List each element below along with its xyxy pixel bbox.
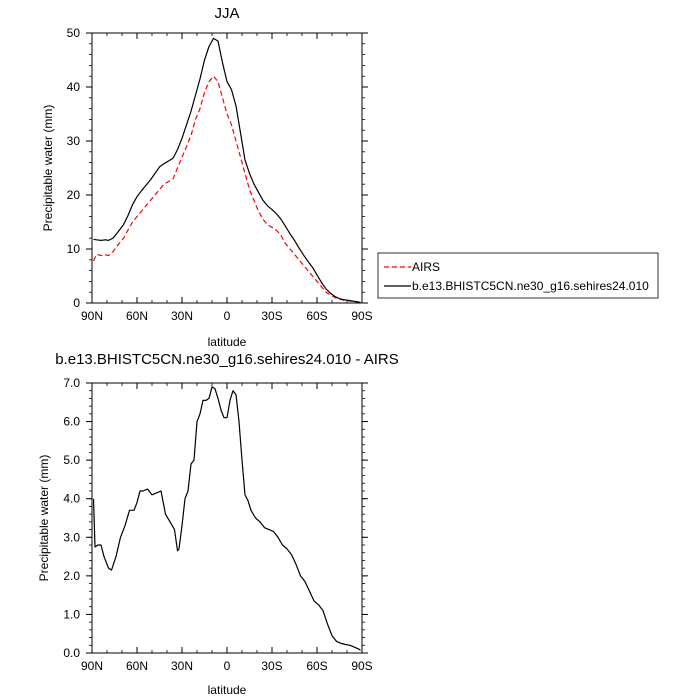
bottom-y-tick-label: 2.0 (63, 569, 80, 583)
bottom-y-tick-label: 3.0 (63, 530, 80, 544)
bottom-series-line-0 (92, 386, 361, 651)
bottom-x-tick-label: 60S (306, 659, 327, 673)
bottom-x-tick-label: 90N (81, 659, 103, 673)
top-x-tick-label: 90S (351, 309, 372, 323)
top-x-tick-label: 0 (224, 309, 231, 323)
top-y-tick-label: 10 (67, 242, 81, 256)
bottom-y-tick-label: 7.0 (63, 376, 80, 390)
top-y-tick-label: 20 (67, 188, 81, 202)
bottom-series-group (92, 386, 361, 651)
top-y-tick-label: 0 (73, 296, 80, 310)
top-x-tick-label: 60S (306, 309, 327, 323)
top-chart-title: JJA (214, 5, 239, 22)
bottom-y-tick-label: 5.0 (63, 453, 80, 467)
top-series-line-1 (93, 37, 361, 304)
legend-box (377, 252, 659, 299)
bottom-x-tick-label: 30N (171, 659, 193, 673)
bottom-y-tick-label: 0.0 (63, 646, 80, 660)
top-y-axis-label: Precipitable water (mm) (41, 105, 55, 232)
top-x-tick-label: 90N (81, 309, 103, 323)
bottom-y-tick-label: 4.0 (63, 492, 80, 506)
legend-label-airs: AIRS (412, 260, 440, 274)
bottom-y-tick-label: 6.0 (63, 415, 80, 429)
top-panel: JJA 90N 60N 30N 0 30S 60S 90S 0 10 20 30 40 50 latit… (41, 5, 373, 349)
bottom-y-axis-label: Precipitable water (mm) (37, 455, 51, 582)
top-y-tick-label: 30 (67, 134, 81, 148)
legend: AIRS b.e13.BHISTC5CN.ne30_g16.sehires24.… (377, 252, 659, 299)
bottom-tick-group: 90N 60N 30N 0 30S 60S 90S 0.0 1.0 2.0 3.0 4.0 5.0 6.0… (63, 376, 372, 673)
top-x-axis-label: latitude (208, 335, 247, 349)
bottom-y-tick-label: 1.0 (63, 607, 80, 621)
legend-label-model: b.e13.BHISTC5CN.ne30_g16.sehires24.010 (412, 279, 649, 293)
top-y-tick-label: 50 (67, 26, 81, 40)
top-y-tick-label: 40 (67, 80, 81, 94)
top-tick-group: 90N 60N 30N 0 30S 60S 90S 0 10 20 30 40 50 (67, 26, 373, 323)
top-x-tick-label: 60N (126, 309, 148, 323)
bottom-x-tick-label: 0 (224, 659, 231, 673)
bottom-panel: b.e13.BHISTC5CN.ne30_g16.sehires24.010 -… (37, 351, 399, 697)
bottom-plot-frame (91, 382, 363, 654)
top-x-tick-label: 30N (171, 309, 193, 323)
bottom-x-tick-label: 90S (351, 659, 372, 673)
bottom-chart-title: b.e13.BHISTC5CN.ne30_g16.sehires24.010 -… (55, 351, 399, 368)
top-plot-frame (91, 32, 363, 304)
bottom-x-tick-label: 30S (261, 659, 282, 673)
bottom-x-tick-label: 60N (126, 659, 148, 673)
top-series-line-0 (92, 75, 361, 304)
top-series-group (92, 37, 361, 304)
top-x-tick-label: 30S (261, 309, 282, 323)
bottom-x-axis-label: latitude (208, 683, 247, 697)
